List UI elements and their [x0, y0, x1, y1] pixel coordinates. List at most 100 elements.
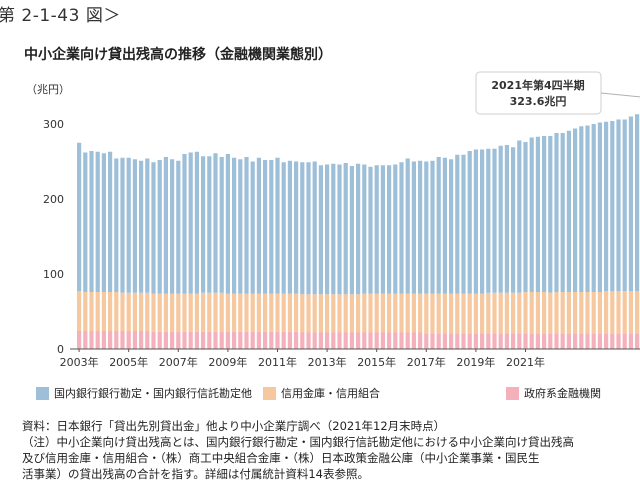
bar-segment [163, 293, 168, 332]
bar-segment [126, 331, 131, 349]
bar-segment [554, 133, 559, 292]
bar-segment [368, 166, 373, 294]
bar-segment [356, 294, 361, 333]
bar-segment [622, 334, 627, 349]
bar-segment [300, 332, 305, 349]
x-tick-label: 2003年 [60, 355, 99, 369]
bar-segment [436, 157, 441, 294]
bar-segment [269, 331, 274, 349]
bar-segment [635, 334, 640, 349]
bar-segment [194, 151, 199, 294]
footnote-line-2: 及び信用金庫・信用組合・（株）商工中央組合金庫・（株）日本政策金融公庫（中小企業… [22, 451, 540, 465]
bar-segment [480, 333, 485, 349]
bar-segment [442, 293, 447, 334]
y-tick-label: 300 [43, 118, 64, 131]
bar-segment [95, 292, 100, 331]
bar-segment [281, 162, 286, 294]
bar-segment [492, 333, 497, 349]
bar-segment [535, 333, 540, 349]
bar-segment [256, 293, 261, 332]
bar-segment [628, 116, 633, 292]
bar-segment [573, 128, 578, 292]
bar-segment [151, 293, 156, 332]
bar-segment [145, 292, 150, 331]
bar-segment [188, 331, 193, 349]
bar-segment [566, 292, 571, 334]
bar-segment [120, 157, 125, 293]
bar-segment [628, 334, 633, 349]
bar-segment [349, 294, 354, 333]
bar-segment [573, 334, 578, 349]
bar-segment [306, 332, 311, 349]
bar-segment [591, 334, 596, 349]
bar-segment [492, 292, 497, 334]
bar-segment [523, 333, 528, 349]
bar-segment [139, 160, 144, 293]
legend-swatch-shinkin [263, 386, 276, 400]
x-tick-label: 2021年 [506, 355, 545, 369]
bar-segment [585, 125, 590, 292]
chart-title: 中小企業向け貸出残高の推移（金融機関業態別） [24, 47, 332, 63]
bar-segment [579, 292, 584, 334]
bar-segment [145, 331, 150, 349]
bar-segment [517, 292, 522, 334]
bar-segment [244, 331, 249, 349]
bar-segment [337, 294, 342, 333]
bar-segment [616, 119, 621, 292]
bar-segment [418, 160, 423, 294]
bar-segment [176, 331, 181, 349]
bar-segment [566, 130, 571, 292]
bar-segment [523, 142, 528, 292]
bar-segment [306, 162, 311, 295]
axes-group: （兆円） 0 100 200 300 2003年 2005年 2007年 2009年 2011年 2… [26, 83, 640, 369]
bar-segment [418, 332, 423, 349]
bar-segment [194, 293, 199, 332]
bar-segment [114, 331, 119, 349]
bar-segment [622, 291, 627, 334]
bar-segment [219, 331, 224, 349]
bar-segment [473, 149, 478, 294]
bar-segment [275, 331, 280, 349]
bar-segment [591, 124, 596, 292]
bar-segment [604, 121, 609, 292]
bar-segment [374, 293, 379, 333]
bar-segment [263, 160, 268, 294]
bar-segment [151, 331, 156, 349]
bar-segment [343, 294, 348, 333]
bar-segment [368, 293, 373, 333]
bar-segment [461, 293, 466, 334]
bar-segment [387, 165, 392, 294]
bar-segment [436, 293, 441, 334]
bar-segment [312, 332, 317, 349]
bar-segment [132, 331, 137, 349]
bar-segment [387, 293, 392, 333]
bar-segment [170, 331, 175, 349]
bar-segment [281, 293, 286, 332]
bar-segment [356, 163, 361, 295]
bar-segment [176, 160, 181, 294]
bar-segment [442, 333, 447, 349]
bar-segment [89, 292, 94, 331]
bar-segment [188, 293, 193, 332]
bar-segment [362, 332, 367, 349]
x-tick-label: 2009年 [208, 355, 247, 369]
bar-segment [622, 119, 627, 292]
bar-segment [424, 333, 429, 349]
bar-segment [250, 293, 255, 332]
bar-segment [83, 152, 88, 292]
bar-segment [480, 293, 485, 334]
bar-segment [207, 156, 212, 293]
bar-segment [635, 291, 640, 334]
legend-label-shinkin: 信用金庫・信用組合 [281, 387, 380, 400]
bar-segment [114, 292, 119, 331]
bar-segment [318, 332, 323, 349]
bar-segment [108, 292, 113, 331]
annotation-line-2: 323.6兆円 [510, 94, 567, 108]
legend-label-govt: 政府系金融機関 [524, 387, 601, 400]
bar-segment [504, 145, 509, 293]
bar-segment [139, 331, 144, 349]
bar-segment [269, 293, 274, 332]
bar-segment [529, 333, 534, 349]
bar-segment [418, 293, 423, 333]
legend-swatch-govt [506, 386, 519, 400]
